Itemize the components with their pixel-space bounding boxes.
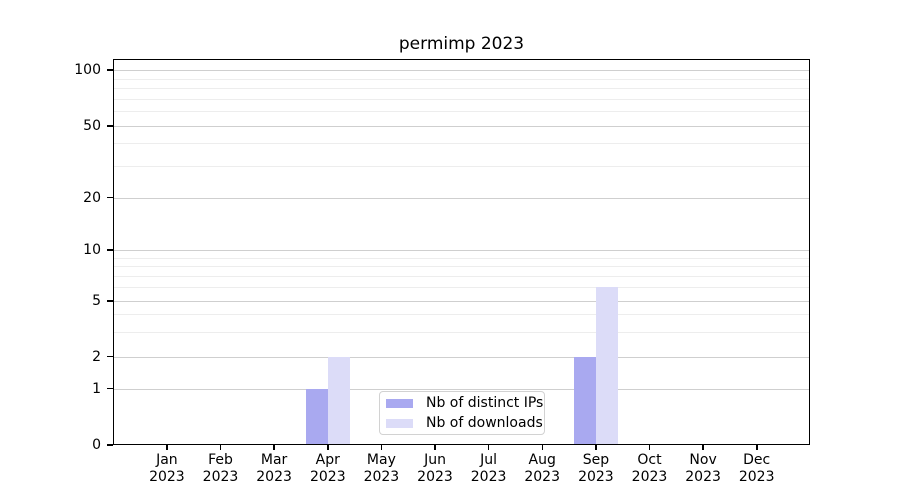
y-gridline-minor (113, 266, 810, 268)
y-tick-label: 20 (83, 189, 101, 206)
x-tick-month: May (366, 452, 396, 468)
x-tick-label: Jan 2023 (137, 452, 197, 486)
y-gridline-major (113, 300, 810, 302)
y-gridline-major (113, 125, 810, 127)
x-tick (380, 445, 383, 450)
y-gridline-minor (113, 276, 810, 278)
x-tick (487, 445, 490, 450)
x-tick (219, 445, 222, 450)
x-tick-label: Jun 2023 (405, 452, 465, 486)
y-tick-label: 100 (74, 62, 101, 78)
y-tick (107, 125, 113, 127)
x-tick-month: Oct (637, 452, 662, 468)
x-tick-month: Jul (480, 452, 498, 468)
x-tick (595, 445, 597, 450)
x-tick-label: May 2023 (351, 452, 411, 486)
x-tick (648, 445, 651, 450)
y-tick-label: 0 (92, 437, 101, 453)
x-tick-label: Mar 2023 (244, 452, 304, 486)
x-tick-year: 2023 (363, 469, 400, 485)
x-tick (273, 445, 275, 450)
y-gridline-minor (113, 98, 810, 100)
x-tick-label: Nov 2023 (673, 452, 733, 486)
legend-label-distinct-ips: Nb of distinct IPs (426, 394, 544, 411)
x-tick-month: Dec (743, 452, 771, 468)
y-tick (107, 300, 113, 302)
y-gridline-major (113, 356, 810, 358)
x-tick-year: 2023 (578, 469, 614, 485)
axes-frame (113, 59, 810, 445)
y-gridline-major (113, 388, 810, 390)
legend: Nb of distinct IPs Nb of downloads (379, 391, 545, 435)
x-tick-year: 2023 (738, 469, 775, 485)
y-tick (107, 444, 113, 446)
legend-item-downloads: Nb of downloads (386, 415, 543, 432)
x-tick-label: Apr 2023 (298, 452, 358, 486)
bar-downloads (327, 356, 350, 445)
chart-title: permimp 2023 (398, 34, 525, 54)
legend-swatch-downloads (386, 418, 413, 428)
x-tick-label: Dec 2023 (727, 452, 787, 486)
y-gridline-minor (113, 143, 810, 145)
x-tick-month: Aug (528, 452, 556, 468)
x-tick-year: 2023 (256, 469, 292, 485)
y-tick (107, 355, 113, 358)
y-gridline-major (113, 70, 810, 71)
x-tick-year: 2023 (631, 469, 668, 485)
x-tick (541, 445, 543, 450)
bar-distinct-ips (574, 356, 596, 445)
bar-downloads (595, 287, 618, 445)
x-tick-month: Mar (260, 452, 288, 468)
plot-area: Nb of distinct IPs Nb of downloads 0 1 2 5 1… (74, 59, 810, 485)
y-tick-label: 1 (92, 380, 101, 397)
x-tick-year: 2023 (202, 469, 239, 485)
x-tick (702, 445, 704, 450)
x-tick (756, 445, 758, 450)
y-gridline-major (113, 197, 810, 199)
x-tick-month: Nov (689, 452, 717, 468)
x-tick-label: Aug 2023 (512, 452, 572, 486)
y-tick-label: 50 (83, 117, 101, 134)
x-tick-year: 2023 (309, 469, 346, 485)
y-tick (107, 69, 113, 71)
x-tick-label: Oct 2023 (620, 452, 680, 486)
x-tick-month: Feb (208, 452, 233, 468)
y-tick-label: 10 (83, 242, 101, 258)
y-gridline-minor (113, 331, 810, 333)
x-tick-month: Jan (156, 452, 178, 468)
y-gridline-minor (113, 165, 810, 167)
y-gridline-minor (113, 257, 810, 259)
y-gridline-major (113, 250, 810, 251)
y-tick-label: 2 (92, 348, 101, 365)
x-tick-label: Feb 2023 (191, 452, 251, 486)
legend-label-downloads: Nb of downloads (426, 414, 543, 431)
legend-item-distinct-ips: Nb of distinct IPs (386, 395, 543, 412)
x-tick-year: 2023 (685, 469, 721, 485)
y-tick-label: 5 (92, 292, 101, 309)
x-tick (327, 445, 329, 450)
y-tick (107, 387, 113, 390)
x-tick-year: 2023 (417, 469, 453, 485)
legend-swatch-distinct-ips (386, 398, 413, 408)
x-tick (434, 445, 436, 450)
x-tick (166, 445, 168, 450)
y-gridline-minor (113, 287, 810, 289)
x-tick-year: 2023 (470, 469, 507, 485)
bar-distinct-ips (306, 388, 328, 445)
x-tick-month: Sep (582, 452, 610, 468)
y-gridline-minor (113, 111, 810, 112)
x-tick-month: Apr (315, 452, 340, 468)
y-gridline-minor (113, 314, 810, 316)
y-gridline-minor (113, 87, 810, 89)
x-tick-month: Jun (424, 452, 446, 468)
y-tick (107, 249, 113, 251)
x-tick-label: Jul 2023 (459, 452, 519, 486)
y-gridline-minor (113, 78, 810, 80)
y-tick (107, 196, 113, 199)
x-tick-year: 2023 (149, 469, 185, 485)
x-tick-label: Sep 2023 (566, 452, 626, 486)
x-tick-year: 2023 (524, 469, 560, 485)
